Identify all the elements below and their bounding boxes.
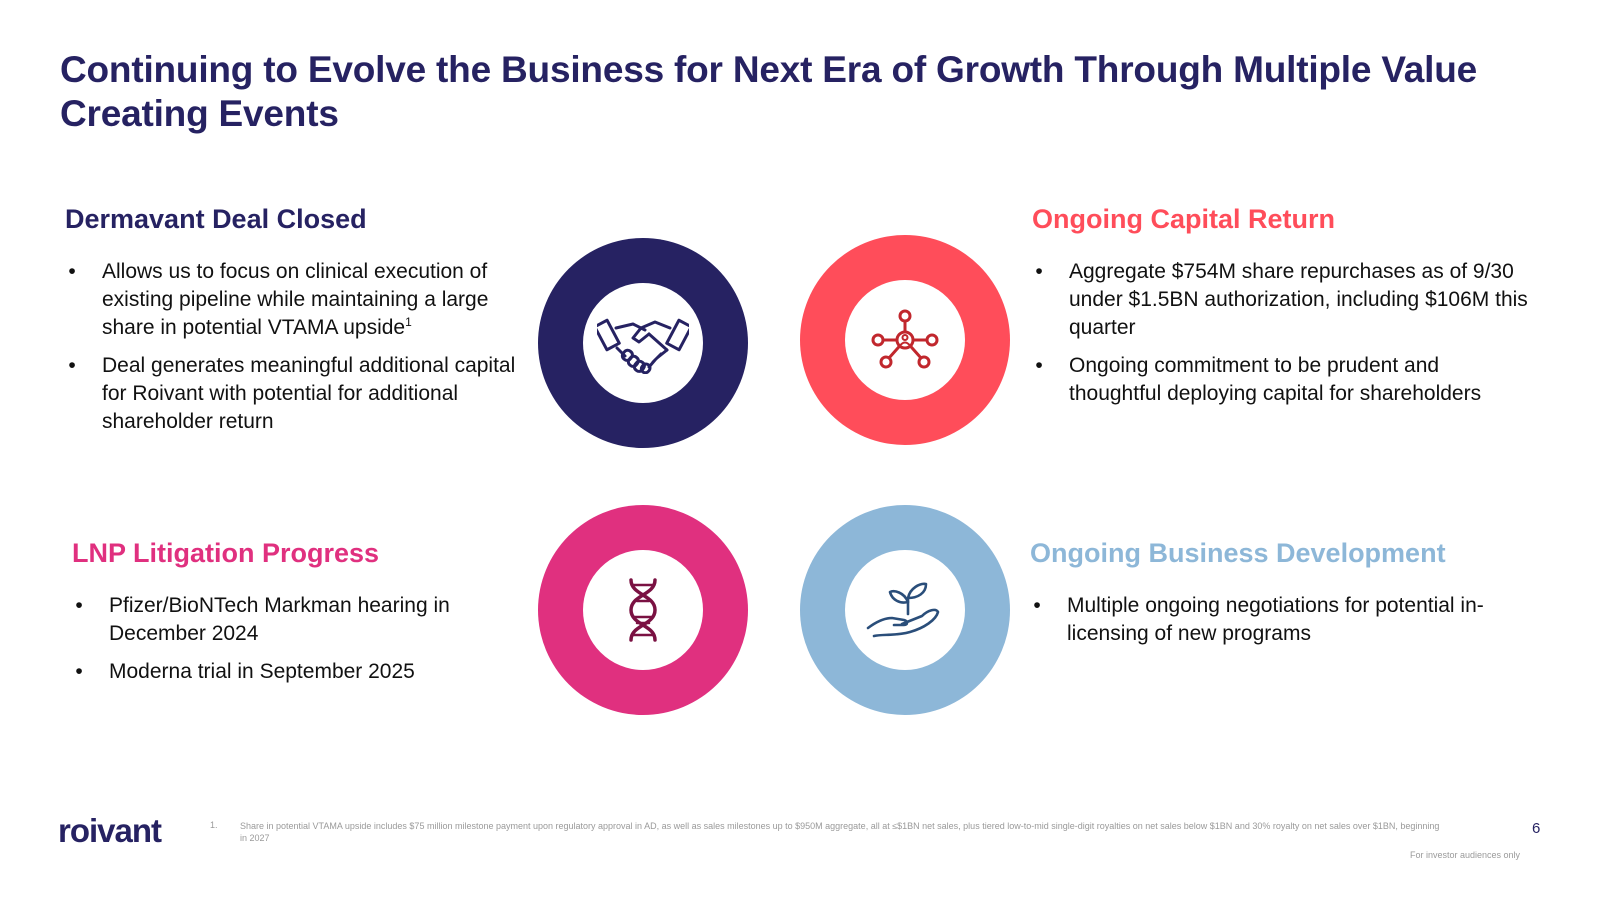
ring-dermavant [538, 238, 748, 448]
section-heading-business-development: Ongoing Business Development [1030, 538, 1446, 568]
section-capital-return: Ongoing Capital Return • Aggregate $754M … [1032, 202, 1537, 418]
bullet-item: • Moderna trial in September 2025 [72, 658, 532, 686]
section-lnp-litigation: LNP Litigation Progress • Pfizer/BioNTech… [72, 536, 532, 696]
bullet-list-business-development: • Multiple ongoing negotiations for poten… [1030, 592, 1550, 648]
bullet-text: Deal generates meaningful additional cap… [102, 354, 516, 433]
bullet-item: • Ongoing commitment to be prudent and th… [1032, 352, 1537, 408]
bullet-item: • Allows us to focus on clinical executio… [65, 258, 525, 342]
bullet-text: Moderna trial in September 2025 [109, 660, 415, 683]
ring-center [583, 550, 703, 670]
bullet-text: Ongoing commitment to be prudent and tho… [1069, 354, 1482, 405]
bullet-marker: • [68, 354, 76, 377]
footnote-number: 1. [210, 820, 218, 830]
section-heading-capital-return: Ongoing Capital Return [1032, 204, 1335, 234]
bullet-item: • Pfizer/BioNTech Markman hearing in Dece… [72, 592, 532, 648]
section-heading-dermavant: Dermavant Deal Closed [65, 204, 367, 234]
handshake-icon [597, 318, 689, 374]
ring-center [583, 283, 703, 403]
network-icon [871, 309, 939, 369]
footnote-ref: 1 [405, 315, 412, 329]
ring-center [845, 280, 965, 400]
bullet-marker: • [68, 260, 76, 283]
bullet-text: Allows us to focus on clinical execution… [102, 260, 489, 339]
bullet-item: • Deal generates meaningful additional ca… [65, 352, 525, 436]
dna-icon [629, 578, 657, 642]
ring-lnp-litigation [538, 505, 748, 715]
ring-business-development [800, 505, 1010, 715]
bullet-text: Aggregate $754M share repurchases as of … [1069, 260, 1528, 339]
section-heading-lnp-litigation: LNP Litigation Progress [72, 538, 380, 568]
bullet-text: Multiple ongoing negotiations for potent… [1067, 594, 1484, 645]
bullet-list-dermavant: • Allows us to focus on clinical executio… [65, 258, 525, 436]
bullet-marker: • [75, 660, 83, 683]
plant-in-hand-icon [866, 582, 940, 638]
ring-capital-return [800, 235, 1010, 445]
section-business-development: Ongoing Business Development • Multiple o… [1030, 536, 1550, 658]
bullet-list-lnp-litigation: • Pfizer/BioNTech Markman hearing in Dece… [72, 592, 532, 686]
bullet-item: • Aggregate $754M share repurchases as of… [1032, 258, 1537, 342]
bullet-marker: • [1035, 260, 1043, 283]
bullet-item: • Multiple ongoing negotiations for poten… [1030, 592, 1550, 648]
bullet-text: Pfizer/BioNTech Markman hearing in Decem… [109, 594, 450, 645]
ring-center [845, 550, 965, 670]
audience-disclaimer: For investor audiences only [1410, 850, 1521, 860]
page-title: Continuing to Evolve the Business for Ne… [60, 49, 1478, 134]
roivant-logo: roivant [58, 812, 162, 849]
bullet-marker: • [1033, 594, 1041, 617]
page-number: 6 [1532, 820, 1541, 837]
bullet-marker: • [1035, 354, 1043, 377]
bullet-list-capital-return: • Aggregate $754M share repurchases as of… [1032, 258, 1537, 408]
bullet-marker: • [75, 594, 83, 617]
footnote-text: Share in potential VTAMA upside includes… [240, 821, 1440, 843]
section-dermavant: Dermavant Deal Closed • Allows us to focu… [65, 202, 525, 446]
